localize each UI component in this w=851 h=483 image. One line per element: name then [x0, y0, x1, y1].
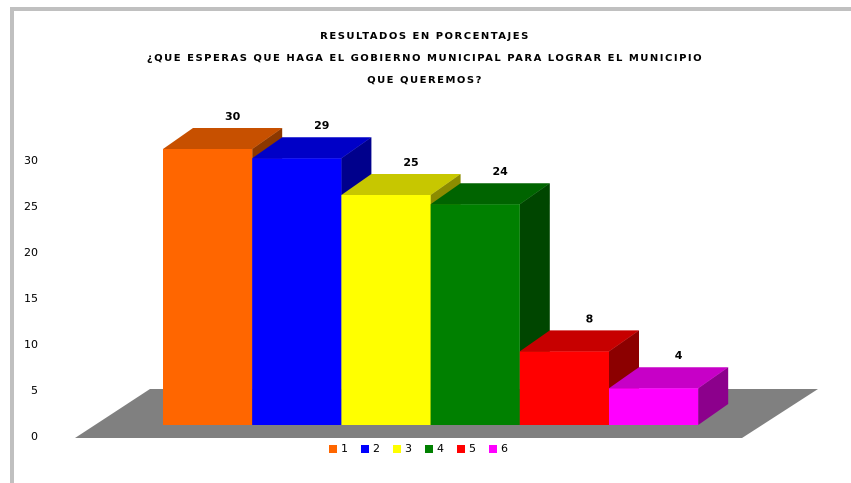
- legend-swatch: [361, 445, 369, 453]
- bar: [519, 351, 609, 425]
- chart-title: ¿QUE ESPERAS QUE HAGA EL GOBIERNO MUNICI…: [147, 53, 703, 64]
- value-label: 24: [493, 165, 509, 178]
- legend-swatch: [393, 445, 401, 453]
- value-label: 8: [586, 312, 594, 325]
- chart-title: QUE QUEREMOS?: [367, 75, 483, 86]
- y-tick-label: 0: [31, 430, 38, 443]
- bar-top: [430, 183, 550, 205]
- bar: [341, 195, 431, 425]
- value-label: 25: [403, 156, 418, 169]
- bar-top: [519, 330, 639, 352]
- legend-label: 2: [373, 442, 380, 455]
- bar-top: [609, 367, 729, 389]
- bar: [609, 388, 699, 425]
- bar: [430, 204, 520, 425]
- frame: [10, 7, 851, 483]
- value-label: 30: [225, 110, 241, 123]
- bar-top: [163, 128, 283, 149]
- legend-swatch: [329, 445, 337, 453]
- value-label: 29: [314, 119, 329, 132]
- legend-label: 6: [501, 442, 508, 455]
- bar: [252, 158, 342, 425]
- y-tick-label: 15: [24, 292, 38, 305]
- y-tick-label: 10: [24, 338, 38, 351]
- legend-swatch: [457, 445, 465, 453]
- legend-label: 5: [469, 442, 476, 455]
- legend-label: 3: [405, 442, 412, 455]
- bar: [163, 149, 253, 425]
- bar-side: [698, 367, 729, 425]
- chart-title: RESULTADOS EN PORCENTAJES: [320, 31, 530, 42]
- y-tick-label: 5: [31, 384, 38, 397]
- value-label: 4: [675, 349, 683, 362]
- legend-swatch: [489, 445, 497, 453]
- legend-label: 4: [437, 442, 444, 455]
- bar-top: [252, 137, 372, 159]
- y-tick-label: 25: [24, 200, 38, 213]
- legend-swatch: [425, 445, 433, 453]
- y-tick-label: 20: [24, 246, 38, 259]
- legend-label: 1: [341, 442, 348, 455]
- bar-top: [341, 174, 461, 195]
- y-tick-label: 30: [24, 154, 38, 167]
